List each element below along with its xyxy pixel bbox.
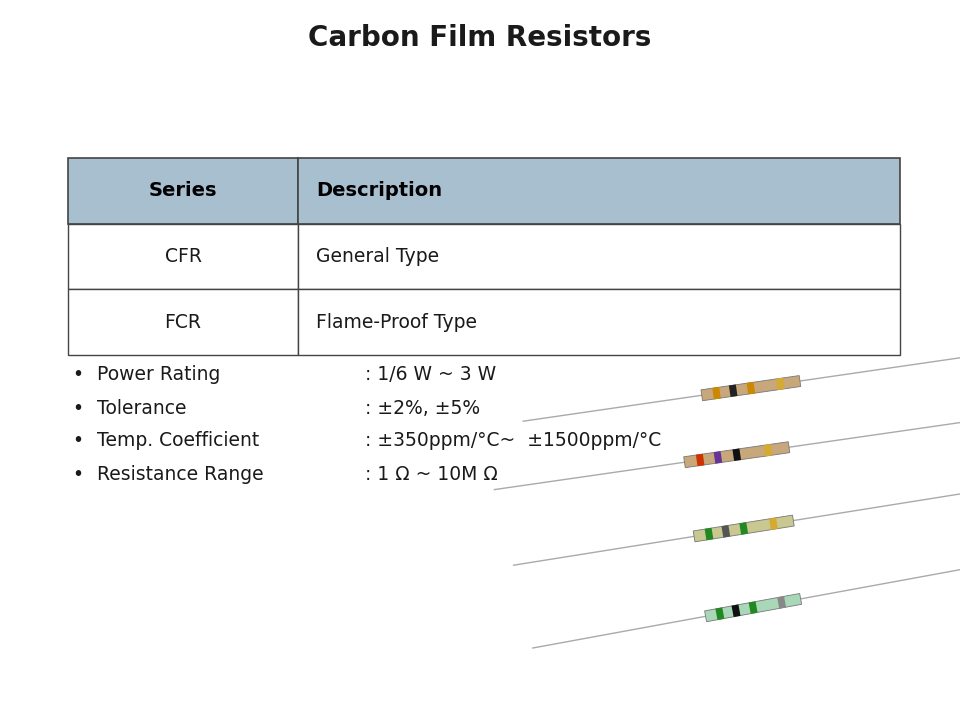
Polygon shape (747, 382, 756, 395)
Polygon shape (722, 525, 731, 538)
FancyBboxPatch shape (298, 289, 900, 355)
Text: CFR: CFR (164, 247, 202, 266)
Polygon shape (732, 449, 741, 461)
Text: Temp. Coefficient: Temp. Coefficient (97, 431, 259, 451)
Text: Tolerance: Tolerance (97, 398, 186, 418)
Text: : ±350ppm/°C~  ±1500ppm/°C: : ±350ppm/°C~ ±1500ppm/°C (365, 431, 661, 451)
Text: Description: Description (316, 181, 443, 200)
Polygon shape (739, 522, 748, 535)
Text: FCR: FCR (164, 312, 202, 332)
Polygon shape (701, 376, 801, 401)
Polygon shape (776, 378, 784, 390)
Polygon shape (769, 518, 778, 530)
Polygon shape (732, 604, 740, 617)
Polygon shape (778, 596, 786, 608)
Text: : 1 Ω ~ 10M Ω: : 1 Ω ~ 10M Ω (365, 464, 497, 484)
Polygon shape (684, 442, 790, 468)
FancyBboxPatch shape (298, 224, 900, 289)
Text: •: • (72, 431, 84, 451)
Text: : 1/6 W ~ 3 W: : 1/6 W ~ 3 W (365, 366, 496, 384)
Text: Series: Series (149, 181, 217, 200)
Text: •: • (72, 464, 84, 484)
Text: •: • (72, 366, 84, 384)
Polygon shape (712, 387, 721, 400)
Polygon shape (705, 528, 713, 540)
Polygon shape (715, 608, 725, 620)
Text: General Type: General Type (316, 247, 439, 266)
Text: Carbon Film Resistors: Carbon Film Resistors (308, 24, 652, 52)
Polygon shape (713, 451, 722, 464)
Text: Flame-Proof Type: Flame-Proof Type (316, 312, 477, 332)
FancyBboxPatch shape (68, 224, 298, 289)
Text: •: • (72, 398, 84, 418)
Text: Power Rating: Power Rating (97, 366, 221, 384)
Polygon shape (693, 515, 794, 542)
Polygon shape (749, 601, 757, 614)
Polygon shape (729, 384, 737, 397)
FancyBboxPatch shape (68, 289, 298, 355)
Text: Resistance Range: Resistance Range (97, 464, 264, 484)
Text: : ±2%, ±5%: : ±2%, ±5% (365, 398, 480, 418)
FancyBboxPatch shape (68, 158, 298, 224)
Polygon shape (705, 593, 802, 622)
FancyBboxPatch shape (298, 158, 900, 224)
Polygon shape (764, 444, 773, 456)
Polygon shape (696, 454, 705, 466)
